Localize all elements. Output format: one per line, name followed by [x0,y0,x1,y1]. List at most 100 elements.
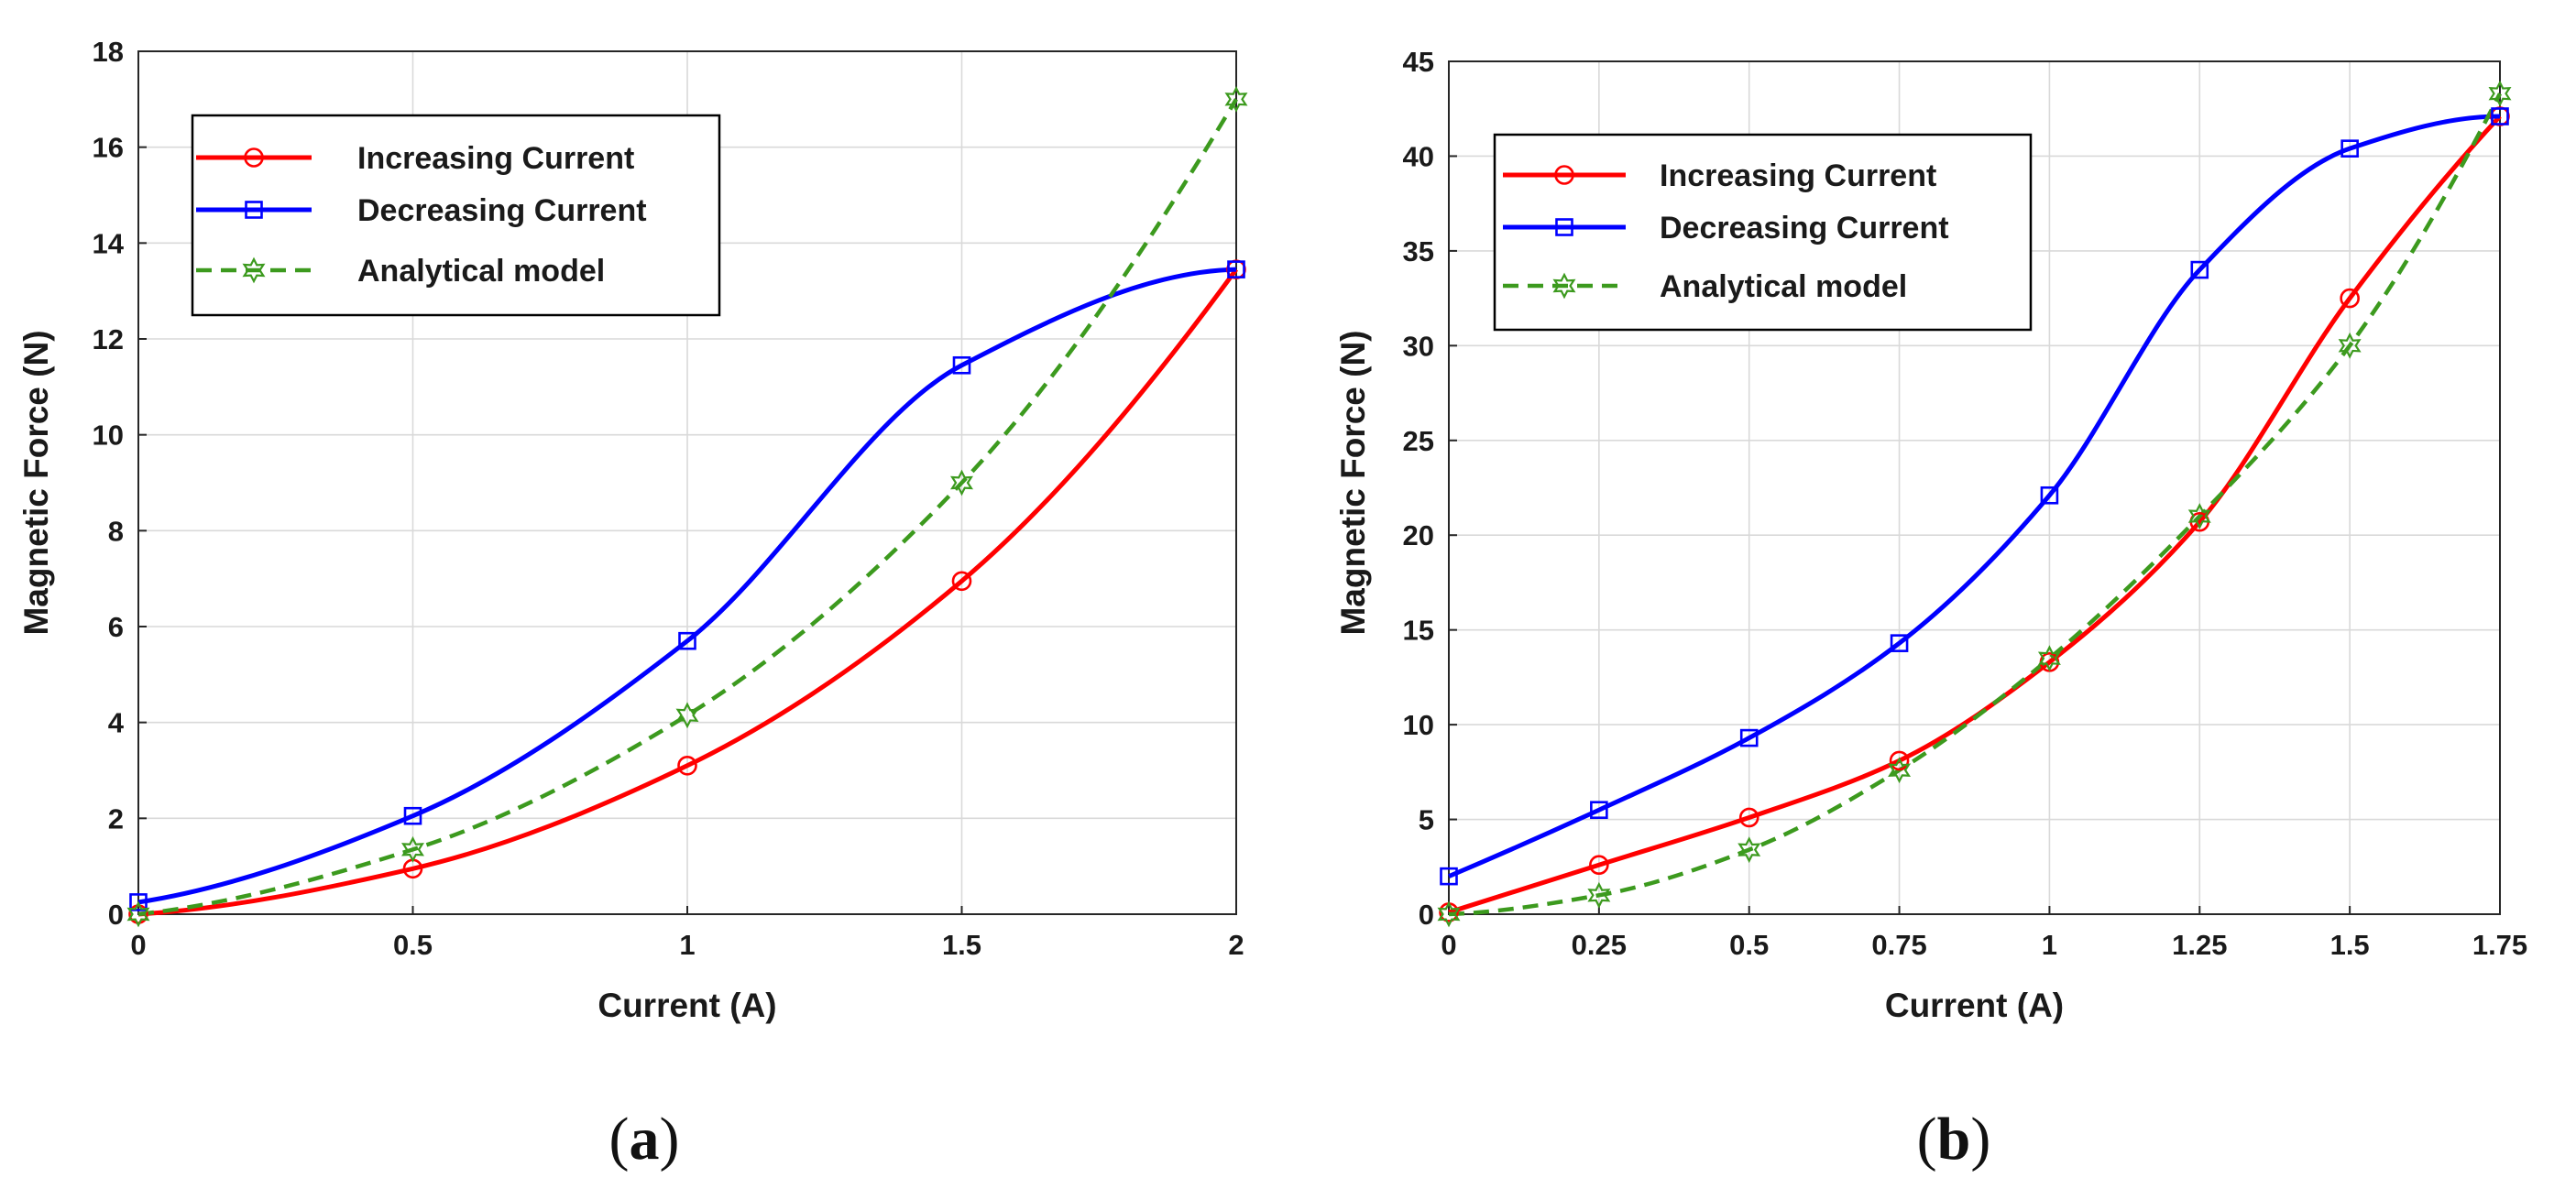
legend-marker-1 [245,201,263,219]
y-axis-label: Magnetic Force (N) [17,330,55,635]
y-tick-label: 45 [1403,46,1434,78]
series-line-0 [137,267,1239,917]
series-1-point-0 [129,893,148,911]
y-tick-label: 15 [1403,615,1434,647]
series-1-point-3 [952,355,971,375]
legend-entry-1: Decreasing Current [1660,211,1949,245]
x-tick-label: 1.25 [2172,929,2227,961]
y-tick-label: 5 [1419,804,1434,836]
y-tick-label: 2 [108,802,124,835]
series-line-1 [1448,114,2501,878]
y-axis-label: Magnetic Force (N) [1334,330,1372,635]
x-tick-label: 0 [130,929,146,961]
x-tick-label: 1 [679,929,695,961]
caption-close-paren: ) [660,1106,680,1173]
legend-marker-2 [1552,272,1576,300]
legend-entry-0: Increasing Current [1660,158,1936,193]
series-2-point-6 [2338,332,2362,359]
y-tick-label: 8 [108,515,124,547]
y-tick-label: 20 [1403,519,1434,551]
y-tick-label: 16 [93,132,124,164]
legend-box [191,114,721,317]
legend-marker-2 [242,256,266,284]
series-2-point-0 [1437,900,1461,928]
series-line-2 [1448,93,2503,917]
series-1-point-3 [1890,634,1909,652]
series-1-point-5 [2190,260,2209,279]
y-tick-label: 30 [1403,330,1434,362]
series-2-point-1 [401,835,424,863]
series-2-point-2 [1737,836,1761,864]
series-1-point-1 [1590,801,1608,820]
series-0-point-1 [1589,855,1609,876]
caption-letter: b [1937,1106,1971,1173]
series-2-point-4 [1224,85,1248,113]
series-2-point-0 [126,900,150,928]
series-1-point-2 [678,631,696,650]
legend-box [1493,133,2033,332]
y-tick-label: 0 [1419,899,1434,931]
series-0-point-2 [1738,807,1759,828]
series-2-point-3 [1888,757,1912,784]
axes-frame [1448,60,2501,915]
series-2-point-4 [2037,645,2061,672]
y-tick-label: 10 [93,420,124,452]
y-tick-label: 10 [1403,709,1434,741]
legend-entry-2: Analytical model [1660,269,1907,304]
legend-entry-0: Increasing Current [357,141,634,176]
panel-caption: (a) [609,1106,680,1173]
legend-entry-1: Decreasing Current [357,193,647,228]
legend-marker-0 [244,147,264,168]
y-tick-label: 40 [1403,140,1434,172]
series-1-point-6 [2340,139,2359,158]
series-0-point-3 [1889,750,1910,771]
chart-panel-a: 0 0.5 1 1.5 2 0 2 4 6 8 10 12 14 16 18 Current (A) Magne… [17,36,1248,1173]
series-2-point-7 [2488,80,2512,107]
series-0-point-6 [2340,288,2360,309]
y-tick-label: 0 [108,899,124,931]
series-1-point-2 [1739,728,1759,747]
y-tick-label: 35 [1403,235,1434,267]
series-1-point-7 [2491,107,2509,125]
series-0-point-0 [128,904,148,924]
x-tick-label: 1.5 [942,929,981,961]
caption-open-paren: ( [1917,1106,1937,1173]
series-2-point-5 [2187,503,2211,529]
caption-close-paren: ) [1970,1106,1990,1173]
caption-open-paren: ( [609,1106,630,1173]
panel-caption: (b) [1917,1106,1991,1173]
legend-marker-1 [1555,218,1573,236]
legend-marker-0 [1554,165,1574,185]
x-tick-label: 0.25 [1572,929,1627,961]
x-tick-label: 1 [2042,929,2057,961]
y-tick-label: 12 [93,323,124,355]
series-1-point-1 [403,806,422,825]
chart-panel-b: 0 0.25 0.5 0.75 1 1.25 1.5 1.75 0 5 10 15 20 25 30 35 40… [1334,46,2527,1173]
x-tick-label: 1.5 [2330,929,2370,961]
series-0-point-2 [677,755,697,776]
series-2-point-2 [675,702,699,729]
series-0-point-3 [951,571,972,592]
x-tick-label: 0.5 [393,929,433,961]
x-axis-label: Current (A) [1885,987,2064,1024]
x-tick-label: 2 [1228,929,1244,961]
series-2-point-3 [950,469,973,496]
series-line-2 [137,98,1238,917]
y-tick-label: 6 [108,611,124,643]
x-tick-label: 1.75 [2472,929,2527,961]
x-axis-label: Current (A) [597,987,776,1024]
series-2-point-1 [1587,881,1611,909]
series-1-point-0 [1440,867,1458,886]
series-1-point-4 [2040,485,2059,505]
x-tick-label: 0 [1441,929,1456,961]
y-tick-label: 14 [93,227,125,259]
caption-letter: a [630,1106,660,1173]
y-tick-label: 18 [93,36,124,68]
legend-entry-2: Analytical model [357,254,605,289]
y-tick-label: 25 [1403,425,1434,457]
x-tick-label: 0.75 [1871,929,1926,961]
y-tick-label: 4 [108,707,125,739]
x-tick-label: 0.5 [1729,929,1769,961]
series-1-point-4 [1227,260,1245,278]
